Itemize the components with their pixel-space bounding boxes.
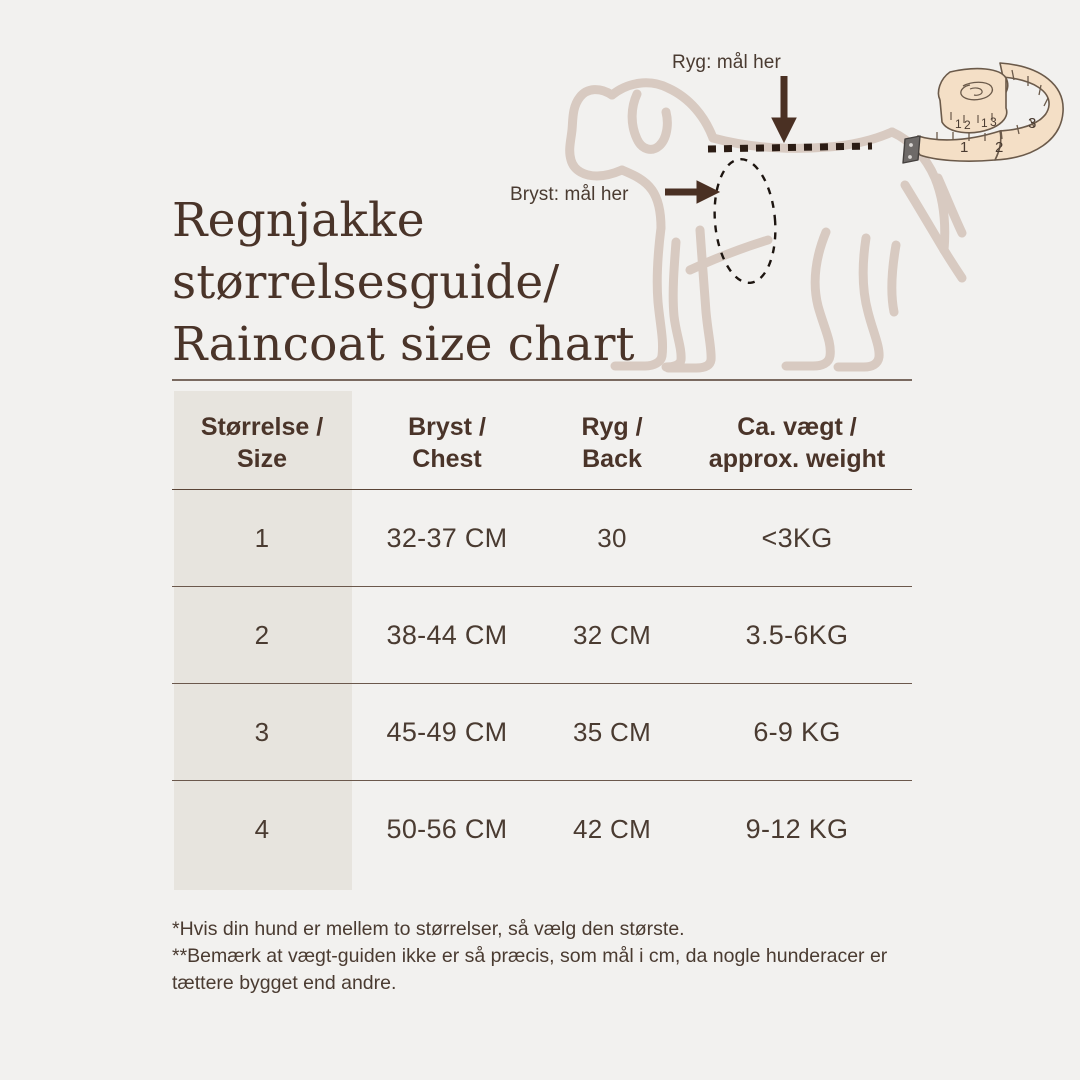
page-title-line-1: Regnjakke	[172, 193, 425, 248]
cell-chest: 45-49 CM	[352, 683, 542, 781]
size-table: Størrelse / Size Bryst / Chest Ryg / Bac…	[172, 379, 912, 877]
column-header-chest-bottom: Chest	[412, 445, 482, 473]
cell-weight: <3KG	[682, 489, 912, 587]
table-row: 2 38-44 CM 32 CM 3.5-6KG	[172, 586, 912, 684]
column-header-size: Størrelse / Size	[172, 379, 352, 490]
column-header-back: Ryg / Back	[542, 379, 682, 490]
size-table-container: Størrelse / Size Bryst / Chest Ryg / Bac…	[172, 379, 912, 890]
cell-size: 4	[254, 813, 270, 844]
svg-text:1: 1	[981, 116, 988, 130]
table-header-row: Størrelse / Size Bryst / Chest Ryg / Bac…	[172, 379, 912, 490]
column-header-weight: Ca. vægt / approx. weight	[682, 379, 912, 490]
cell-chest: 38-44 CM	[352, 586, 542, 684]
back-measure-label: Ryg: mål her	[672, 52, 781, 73]
column-header-back-bottom: Back	[582, 445, 642, 473]
cell-weight: 9-12 KG	[745, 813, 849, 844]
column-header-size-bottom: Size	[236, 445, 288, 473]
cell-size: 2	[172, 586, 352, 684]
page-title-line-3: Raincoat size chart	[172, 317, 635, 372]
footnotes: *Hvis din hund er mellem to størrelser, …	[172, 916, 972, 997]
table-row: 4 50-56 CM 42 CM 9-12 KG	[172, 781, 912, 878]
cell-back: 35 CM	[542, 683, 682, 781]
back-measure-dashed-line	[707, 142, 873, 153]
svg-text:2: 2	[995, 139, 1003, 156]
svg-text:1: 1	[960, 139, 968, 156]
page-title: Regnjakke størrelsesguide/ Raincoat size…	[172, 190, 732, 376]
svg-text:3: 3	[1028, 115, 1036, 132]
footnote-line-2: **Bemærk at vægt-guiden ikke er så præci…	[172, 945, 888, 967]
cell-chest: 32-37 CM	[352, 489, 542, 587]
column-header-size-top: Størrelse /	[200, 413, 324, 441]
chest-measure-label: Bryst: mål her	[510, 184, 629, 205]
column-header-back-top: Ryg /	[581, 413, 643, 441]
cell-back: 30	[542, 489, 682, 587]
svg-text:1: 1	[955, 117, 962, 131]
column-header-chest-top: Bryst /	[408, 413, 486, 441]
table-row: 1 32-37 CM 30 <3KG	[172, 489, 912, 587]
cell-weight: 6-9 KG	[682, 683, 912, 781]
table-row: 3 45-49 CM 35 CM 6-9 KG	[172, 683, 912, 781]
cell-chest: 50-56 CM	[386, 813, 508, 844]
page-title-line-2: størrelsesguide/	[172, 255, 560, 310]
back-arrow-icon	[771, 76, 797, 144]
column-header-weight-bottom: approx. weight	[708, 445, 886, 473]
cell-size: 1	[172, 489, 352, 587]
footnote-line-3: tættere bygget end andre.	[172, 972, 397, 994]
footnote-line-1: *Hvis din hund er mellem to størrelser, …	[172, 918, 685, 940]
measuring-tape-icon: 1 2 1 3 1 2 3	[902, 62, 1064, 164]
column-header-weight-top: Ca. vægt /	[737, 413, 857, 441]
cell-weight: 3.5-6KG	[682, 586, 912, 684]
column-header-chest: Bryst / Chest	[352, 379, 542, 490]
cell-back: 42 CM	[572, 813, 652, 844]
svg-text:2: 2	[964, 118, 971, 132]
svg-text:3: 3	[990, 115, 997, 129]
cell-back: 32 CM	[542, 586, 682, 684]
cell-size: 3	[172, 683, 352, 781]
